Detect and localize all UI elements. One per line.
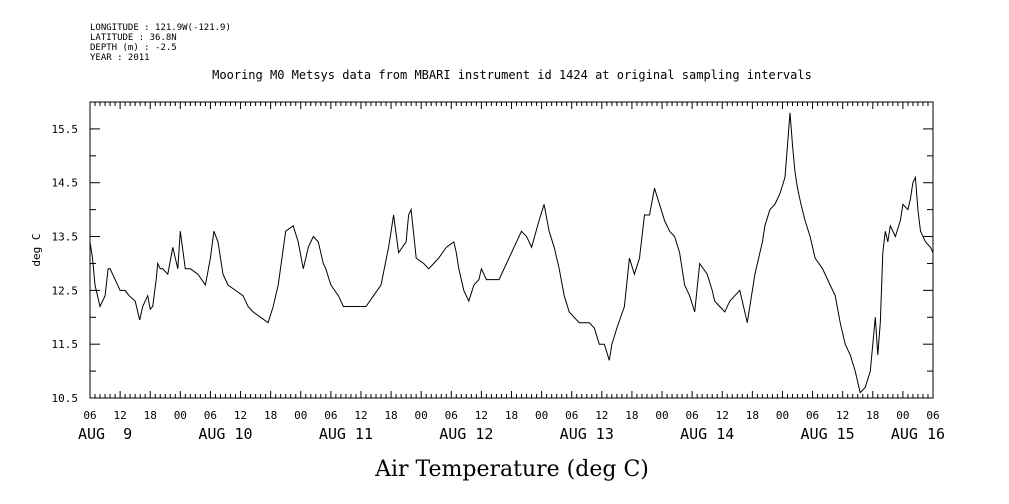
latitude-label: LATITUDE : 36.8N — [90, 33, 177, 43]
x-tick-label: 12 — [716, 409, 729, 422]
x-tick-label: 06 — [686, 409, 699, 422]
day-label: AUG 14 — [680, 425, 734, 443]
year-label: YEAR : 2011 — [90, 53, 150, 63]
longitude-label: LONGITUDE : 121.9W(-121.9) — [90, 23, 231, 33]
depth-label: DEPTH (m) : -2.5 — [90, 43, 177, 53]
x-tick-label: 12 — [354, 409, 367, 422]
y-tick-label: 10.5 — [52, 392, 79, 405]
y-tick-label: 14.5 — [52, 177, 79, 190]
x-tick-label: 18 — [746, 409, 759, 422]
plot-frame — [89, 101, 934, 399]
x-tick-label: 00 — [294, 409, 307, 422]
x-tick-label: 00 — [776, 409, 789, 422]
day-label: AUG 11 — [319, 425, 373, 443]
y-axis-label: deg C — [30, 233, 43, 266]
x-axis: 06 12 18 00 06 12 18 00 06 12 18 00 06 12 18 00 06 12 18 00… — [78, 102, 945, 443]
chart-title: Mooring M0 Metsys data from MBARI instru… — [212, 68, 812, 82]
x-tick-label: 06 — [565, 409, 578, 422]
x-tick-label: 18 — [384, 409, 397, 422]
y-tick-label: 15.5 — [52, 123, 79, 136]
metadata-header: LONGITUDE : 121.9W(-121.9) LATITUDE : 36… — [90, 23, 231, 63]
x-tick-label: 12 — [475, 409, 488, 422]
x-tick-label: 18 — [505, 409, 518, 422]
x-tick-label: 00 — [535, 409, 548, 422]
series-line — [89, 112, 934, 394]
x-tick-label: 18 — [866, 409, 879, 422]
x-tick-label: 00 — [415, 409, 428, 422]
x-tick-label: 06 — [806, 409, 819, 422]
y-tick-label: 12.5 — [52, 284, 79, 297]
x-tick-label: 18 — [625, 409, 638, 422]
x-tick-label: 18 — [144, 409, 157, 422]
y-tick-label: 11.5 — [52, 338, 79, 351]
x-tick-label: 00 — [174, 409, 187, 422]
x-tick-label: 00 — [896, 409, 909, 422]
x-tick-label: 06 — [324, 409, 337, 422]
x-tick-label: 18 — [264, 409, 277, 422]
day-label: AUG 10 — [198, 425, 252, 443]
x-tick-label: 00 — [655, 409, 668, 422]
x-tick-label: 06 — [204, 409, 217, 422]
day-label: AUG 15 — [801, 425, 855, 443]
day-label: AUG 9 — [78, 425, 132, 443]
y-axis: 10.5 11.5 12.5 13.5 14.5 15.5 — [52, 101, 933, 405]
x-tick-label: 12 — [836, 409, 849, 422]
x-tick-label: 12 — [113, 409, 126, 422]
x-tick-label: 06 — [445, 409, 458, 422]
x-tick-label: 06 — [83, 409, 96, 422]
x-tick-label: 12 — [234, 409, 247, 422]
day-label: AUG 12 — [439, 425, 493, 443]
x-axis-label: Air Temperature (deg C) — [374, 457, 649, 482]
x-tick-label: 12 — [595, 409, 608, 422]
x-tick-label: 06 — [926, 409, 939, 422]
y-tick-label: 13.5 — [52, 231, 79, 244]
day-label: AUG 16 — [891, 425, 945, 443]
day-label: AUG 13 — [560, 425, 614, 443]
